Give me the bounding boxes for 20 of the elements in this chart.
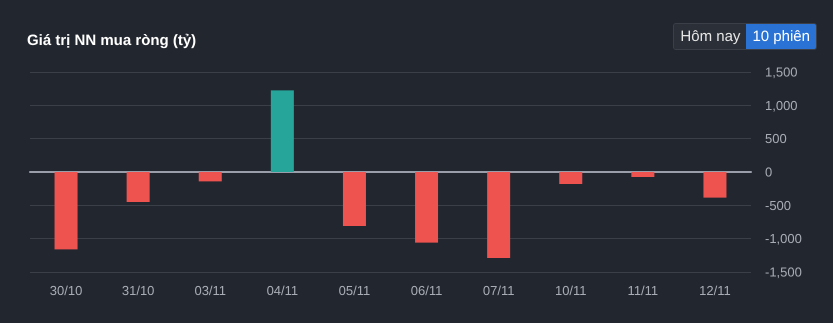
y-tick-label: 500 [765, 131, 787, 146]
x-tick-label: 07/11 [482, 283, 514, 298]
x-tick-label: 31/10 [122, 283, 154, 298]
x-tick-label: 05/11 [338, 283, 370, 298]
y-tick-label: -500 [765, 198, 792, 213]
y-tick-label: -1,500 [765, 264, 802, 280]
y-tick-label: 0 [765, 164, 772, 180]
x-tick-label: 06/11 [410, 283, 442, 298]
chart-title: Giá trị NN mua ròng (tỷ) [27, 32, 196, 49]
text: Hôm nay [674, 24, 746, 49]
y-tick-label: -1,000 [765, 231, 802, 246]
y-tick-label: 1,500 [765, 64, 798, 80]
x-tick-label: 03/11 [194, 283, 226, 298]
x-tick-label: 12/11 [699, 283, 731, 298]
x-tick-label: 30/10 [50, 283, 82, 298]
x-tick-label: 10/11 [554, 283, 587, 298]
text: 10 phiên [746, 24, 816, 49]
x-tick-label: 04/11 [266, 283, 298, 298]
x-tick-label: 11/11 [628, 283, 658, 298]
y-tick-label: 1,000 [765, 98, 798, 113]
